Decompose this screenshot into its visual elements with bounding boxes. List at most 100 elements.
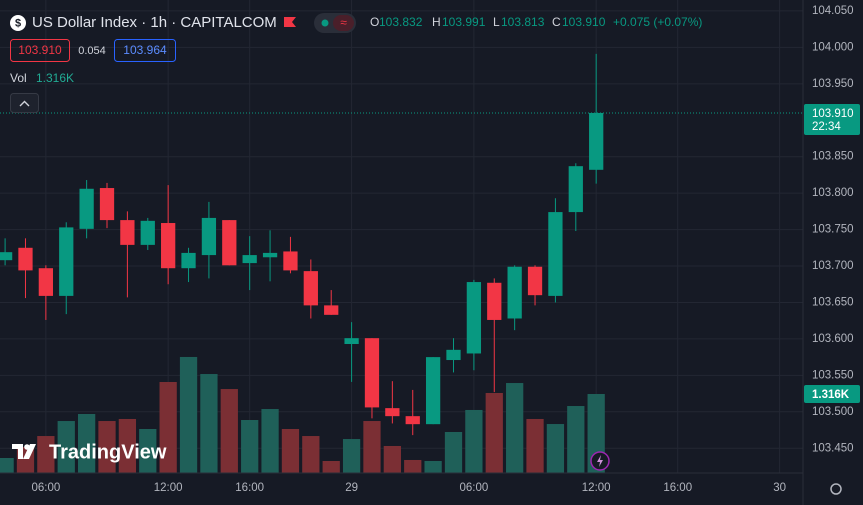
y-tick-label: 103.550 — [812, 369, 854, 381]
collapse-icon — [19, 100, 30, 107]
y-tick-label: 103.800 — [812, 187, 854, 199]
volume-bar — [546, 424, 565, 473]
volume-bar — [98, 421, 116, 473]
candle-body — [59, 227, 74, 296]
y-tick-label: 103.500 — [812, 406, 854, 418]
candle-body — [385, 408, 400, 417]
volume-legend-value: 1.316K — [36, 71, 74, 85]
last-volume-label: 1.316K — [812, 389, 850, 401]
candle-body — [120, 220, 135, 245]
last-volume-box — [804, 385, 860, 404]
x-tick-label: 29 — [345, 482, 358, 494]
legend-change: +0.075 (+0.07%) — [613, 15, 702, 29]
candle-body — [242, 255, 257, 264]
legend-value: 103.832 — [379, 15, 423, 29]
chart-title: US Dollar Index · 1h · CAPITALCOM — [32, 14, 277, 31]
symbol-icon — [10, 15, 26, 31]
candle-body — [487, 282, 502, 320]
legend-letter: O — [370, 15, 379, 29]
volume-bar — [363, 421, 381, 473]
legend-value: 103.813 — [501, 15, 545, 29]
y-tick-label: 104.050 — [812, 5, 854, 17]
watermark-text: TradingView — [49, 441, 167, 463]
candle-body — [344, 338, 359, 344]
volume-bar — [404, 459, 422, 473]
symbol-icon-glyph: $ — [15, 17, 21, 29]
x-tick-label: 16:00 — [235, 482, 264, 494]
volume-bar — [342, 439, 361, 473]
legend-value: 103.910 — [562, 15, 606, 29]
x-tick-label: 06:00 — [459, 482, 488, 494]
candle-body — [99, 188, 115, 221]
candle-body — [181, 252, 196, 269]
candle-body — [425, 357, 441, 425]
candle-body — [507, 266, 522, 319]
volume-bar — [261, 409, 279, 473]
sell-button[interactable] — [10, 39, 70, 62]
volume-bar — [37, 436, 55, 473]
flag-icon[interactable] — [284, 17, 296, 27]
y-tick-label: 103.650 — [812, 296, 854, 308]
volume-bar — [322, 460, 340, 473]
y-tick-label: 103.750 — [812, 224, 854, 236]
volume-bar — [465, 409, 483, 473]
candle-body — [589, 112, 604, 170]
countdown-label: 22:34 — [812, 121, 841, 133]
x-tick-label: 16:00 — [663, 482, 692, 494]
candle-body — [303, 271, 318, 306]
candle-body — [466, 282, 482, 354]
candle-body — [18, 247, 33, 271]
delay-icon: ≈ — [340, 16, 347, 30]
candle-body — [548, 212, 563, 296]
market-open-dot — [321, 19, 329, 27]
volume-bar — [77, 413, 96, 473]
candle-body — [161, 223, 176, 269]
volume-bar — [302, 436, 320, 473]
volume-bar — [179, 356, 198, 473]
volume-bar — [241, 419, 259, 473]
volume-bar — [506, 383, 524, 473]
volume-bar — [281, 429, 300, 473]
buy-button[interactable] — [114, 39, 176, 62]
volume-bar — [57, 421, 75, 473]
candle-body — [568, 166, 583, 213]
events-bolt — [597, 455, 603, 467]
watermark-logo — [12, 444, 36, 459]
volume-bar — [159, 382, 177, 473]
candle-body — [140, 220, 155, 245]
candle-body — [405, 416, 420, 425]
collapse-button[interactable] — [10, 93, 39, 113]
volume-bar — [118, 418, 137, 473]
candle-body — [324, 305, 339, 315]
ohlc-legend: O 103.832 H 103.991 L 103.813 C 103.910 … — [370, 15, 702, 29]
candles — [0, 53, 604, 436]
candle-body — [79, 188, 94, 229]
legend-value: 103.991 — [442, 15, 486, 29]
candle-body — [527, 266, 543, 296]
sell-price: 103.910 — [18, 43, 62, 57]
volume-legend-name: Vol — [10, 71, 27, 85]
legend-letter: C — [552, 15, 561, 29]
x-tick-label: 12:00 — [582, 482, 611, 494]
candle-body — [38, 268, 53, 296]
volume-bar — [383, 445, 401, 473]
watermark: TradingView — [12, 441, 167, 463]
y-tick-label: 103.950 — [812, 78, 854, 90]
volume-bar — [139, 429, 157, 473]
candle-body — [201, 217, 217, 256]
volume-bar — [485, 392, 503, 473]
x-tick-label: 06:00 — [31, 482, 60, 494]
volume-bar — [200, 374, 218, 473]
volume-bar — [424, 460, 442, 473]
legend-letter: L — [493, 15, 500, 29]
delay-badge — [333, 15, 354, 31]
candle-body — [222, 220, 237, 266]
last-price-box — [804, 103, 860, 135]
volume-bar — [444, 432, 463, 473]
volume-pane — [0, 356, 605, 473]
volume-bar — [526, 418, 544, 473]
settings-icon[interactable] — [830, 483, 842, 495]
y-tick-label: 103.600 — [812, 333, 854, 345]
candle-body — [0, 252, 13, 261]
